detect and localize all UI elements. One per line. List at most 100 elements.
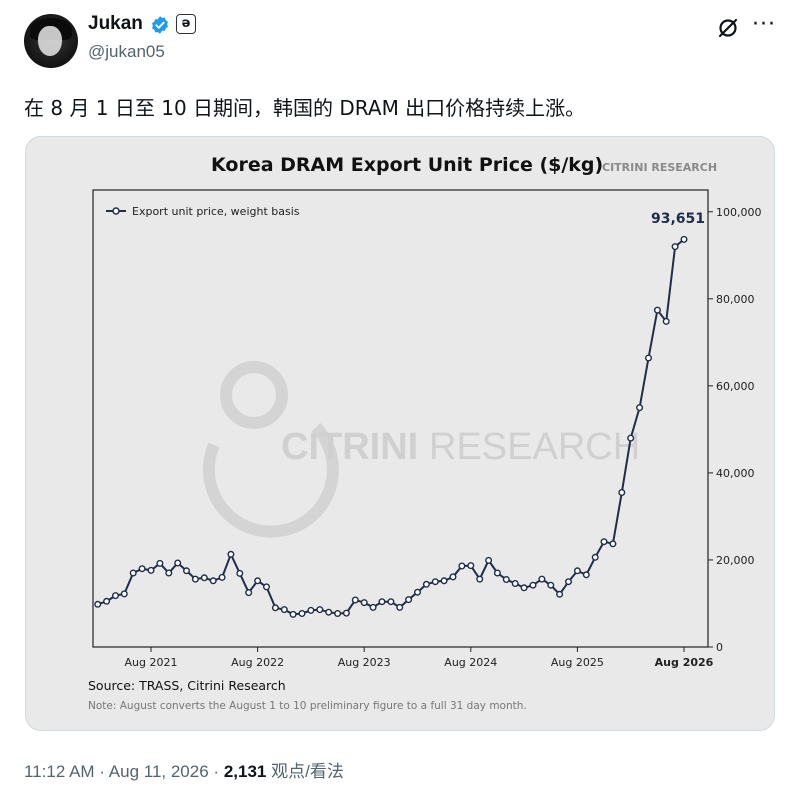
author-handle[interactable]: @jukan05 [88, 42, 165, 61]
avatar[interactable] [24, 14, 78, 68]
meta-separator: · [99, 762, 105, 781]
data-point [174, 559, 182, 567]
chart-brand-tag: CITRINI RESEARCH [602, 161, 717, 174]
data-point [627, 434, 635, 442]
data-point [565, 578, 573, 586]
data-point [307, 606, 315, 614]
legend-label: Export unit price, weight basis [132, 205, 300, 218]
data-point [591, 553, 599, 561]
data-point [138, 565, 146, 573]
data-point [334, 610, 342, 618]
data-point [360, 599, 368, 607]
data-point [520, 584, 528, 592]
data-point [582, 571, 590, 579]
data-point [600, 538, 608, 546]
verified-badge-icon [152, 16, 168, 34]
chart-image-card[interactable]: CITRINI RESEARCH Korea DRAM Export Unit … [25, 136, 775, 731]
x-tick-label: Aug 2022 [231, 656, 284, 669]
x-tick-label: Aug 2021 [125, 656, 178, 669]
data-point [636, 404, 644, 412]
data-point [440, 577, 448, 585]
data-point [476, 575, 484, 583]
data-point [431, 578, 439, 586]
data-point [511, 580, 519, 588]
x-tick-label: Aug 2024 [444, 656, 497, 669]
data-point [378, 598, 386, 606]
data-point [94, 600, 102, 608]
data-point [662, 317, 670, 325]
data-point [369, 603, 377, 611]
data-point [280, 606, 288, 614]
tweet-time[interactable]: 11:12 AM [24, 762, 95, 781]
data-point [218, 573, 226, 581]
data-point [156, 559, 164, 567]
data-point [191, 575, 199, 583]
data-point [289, 610, 297, 618]
meta-separator: · [213, 762, 220, 781]
y-tick-label: 100,000 [716, 206, 762, 219]
data-point [236, 569, 244, 577]
data-point [271, 604, 279, 612]
data-point [396, 603, 404, 611]
author-name[interactable]: Jukan [88, 13, 143, 34]
last-value-label: 93,651 [651, 211, 705, 227]
data-point [538, 575, 546, 583]
data-point [325, 608, 333, 616]
data-point [405, 596, 413, 604]
more-options-icon[interactable]: ··· [752, 12, 776, 37]
tweet-meta: 11:12 AM · Aug 11, 2026 · 2,131 观点/看法 [24, 757, 344, 782]
chart-source: Source: TRASS, Citrini Research [88, 678, 286, 693]
data-point [493, 569, 501, 577]
grok-icon[interactable] [716, 16, 740, 40]
data-point [316, 606, 324, 614]
avatar-face [38, 26, 62, 56]
plot-frame [92, 189, 709, 648]
data-point [111, 592, 119, 600]
data-point [182, 567, 190, 575]
data-point [342, 609, 350, 617]
data-point [458, 562, 466, 570]
data-point [529, 581, 537, 589]
data-point [618, 489, 626, 497]
data-point [422, 580, 430, 588]
data-point [449, 573, 457, 581]
data-point [165, 569, 173, 577]
data-point [200, 574, 208, 582]
data-point [227, 550, 235, 558]
tweet-date[interactable]: Aug 11, 2026 [108, 762, 209, 781]
data-point [467, 562, 475, 570]
watermark-logo-icon [202, 361, 339, 538]
series-points [94, 235, 688, 618]
views-count: 2,131 [223, 762, 267, 781]
x-tick-label: Aug 2026 [655, 656, 714, 669]
chart-note: Note: August converts the August 1 to 10… [88, 700, 527, 712]
data-point [485, 556, 493, 564]
data-point [414, 588, 422, 596]
y-axis: 0 20,000 40,000 60,000 80,000 100,000 [708, 206, 762, 654]
data-point [645, 354, 653, 362]
chart-svg: CITRINI RESEARCH Korea DRAM Export Unit … [88, 154, 762, 712]
data-point [609, 540, 617, 548]
data-point [209, 577, 217, 585]
data-point [502, 576, 510, 584]
tweet-text: 在 8 月 1 日至 10 日期间，韩国的 DRAM 出口价格持续上涨。 [24, 96, 586, 120]
views-label: 观点/看法 [271, 762, 344, 781]
x-tick-label: Aug 2023 [338, 656, 391, 669]
data-point [262, 583, 270, 591]
y-tick-label: 40,000 [716, 467, 755, 480]
data-point [653, 306, 661, 314]
data-point [573, 567, 581, 575]
watermark-brand-light: RESEARCH [429, 426, 640, 468]
data-point [556, 590, 564, 598]
data-point [120, 590, 128, 598]
legend-marker [112, 207, 120, 215]
x-axis: Aug 2021 Aug 2022 Aug 2023 Aug 2024 Aug 2025… [125, 647, 714, 669]
y-tick-label: 20,000 [716, 554, 755, 567]
data-point [680, 235, 688, 243]
data-point [351, 596, 359, 604]
data-point [671, 243, 679, 251]
legend: Export unit price, weight basis [106, 205, 300, 218]
data-point [547, 581, 555, 589]
affiliate-badge: ə [176, 14, 196, 34]
data-point [129, 569, 137, 577]
